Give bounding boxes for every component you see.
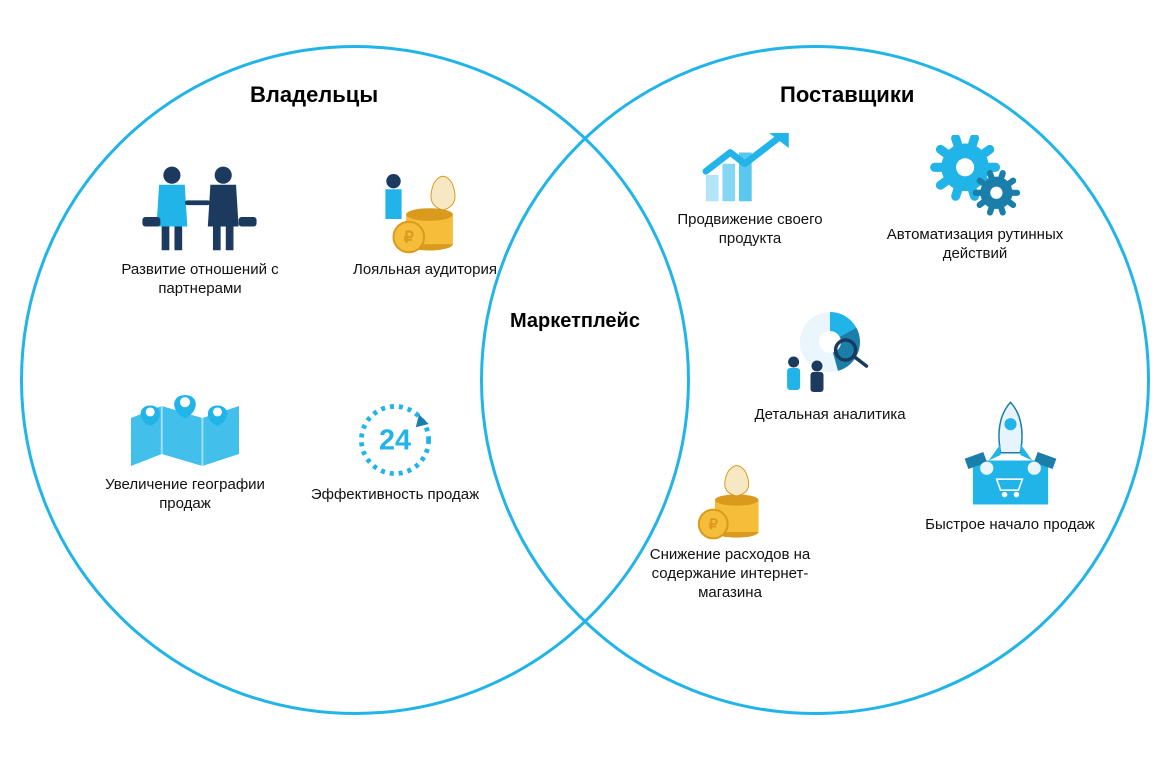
svg-text:24: 24 — [379, 425, 411, 457]
pie-people-icon — [740, 300, 920, 400]
clock-24-icon: 24 — [305, 400, 485, 480]
item-label: Увеличение географии продаж — [95, 476, 275, 514]
item-label: Лояльная аудитория — [335, 261, 515, 280]
item-cost: ₽ Снижение расходов на содержание интерн… — [640, 460, 820, 602]
handshake-people-icon — [110, 160, 290, 255]
item-label: Детальная аналитика — [740, 406, 920, 425]
venn-diagram: Владельцы Поставщики Маркетплейс Развити… — [0, 0, 1170, 781]
item-partners: Развитие отношений с партнерами — [110, 160, 290, 299]
map-pins-icon — [95, 390, 275, 470]
item-geo: Увеличение географии продаж — [95, 390, 275, 514]
chart-arrow-icon — [660, 130, 840, 205]
coins-person-icon: ₽ — [335, 165, 515, 255]
item-analytics: Детальная аналитика — [740, 300, 920, 425]
item-eff: 24 Эффективность продаж — [305, 400, 485, 505]
heading-center: Маркетплейс — [510, 310, 640, 333]
item-loyal: ₽ Лояльная аудитория — [335, 165, 515, 280]
item-label: Развитие отношений с партнерами — [110, 261, 290, 299]
svg-text:₽: ₽ — [404, 228, 414, 246]
item-auto: Автоматизация рутинных действий — [885, 135, 1065, 264]
item-promo: Продвижение своего продукта — [660, 130, 840, 249]
item-launch: Быстрое начало продаж — [920, 400, 1100, 535]
coins-bag-icon: ₽ — [640, 460, 820, 540]
item-label: Быстрое начало продаж — [920, 516, 1100, 535]
item-label: Автоматизация рутинных действий — [885, 226, 1065, 264]
item-label: Снижение расходов на содержание интернет… — [640, 546, 820, 602]
gears-icon — [885, 135, 1065, 220]
heading-left: Владельцы — [250, 82, 378, 108]
item-label: Эффективность продаж — [305, 486, 485, 505]
heading-right: Поставщики — [780, 82, 914, 108]
svg-text:₽: ₽ — [709, 517, 718, 533]
rocket-box-icon — [920, 400, 1100, 510]
item-label: Продвижение своего продукта — [660, 211, 840, 249]
